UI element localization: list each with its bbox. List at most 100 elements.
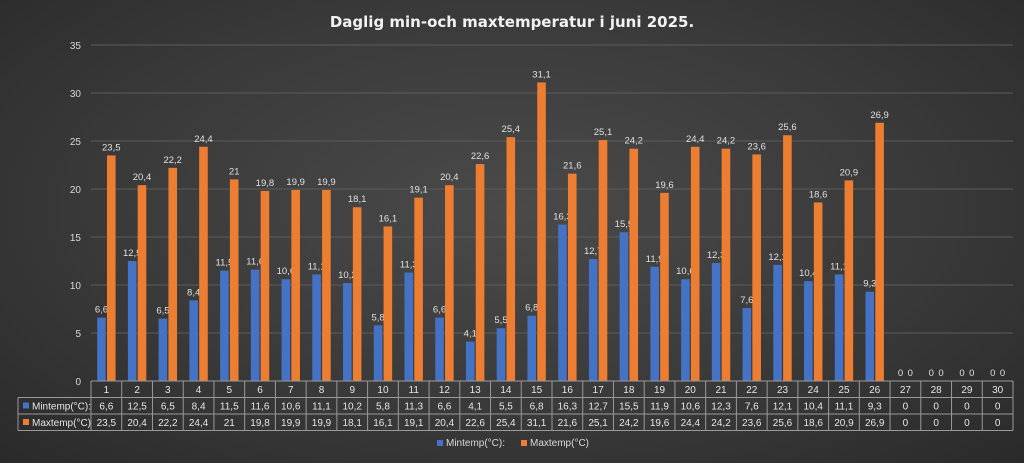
bar-mintemp [343, 283, 352, 381]
x-tick-label: 27 [900, 385, 912, 396]
bar-maxtemp [721, 148, 731, 381]
table-cell: 11,6 [251, 402, 270, 413]
table-cell: 23,5 [97, 418, 117, 429]
data-label-mintemp: 10,2 [338, 270, 357, 281]
bar-maxtemp [813, 202, 823, 381]
y-tick-label: 25 [70, 137, 82, 148]
table-cell: 9,3 [868, 402, 882, 413]
table-cell: 4,1 [468, 402, 482, 413]
legend-label: Mintemp(°C): [446, 438, 505, 449]
data-label-maxtemp: 25,4 [502, 124, 521, 135]
x-tick-label: 18 [623, 385, 635, 396]
x-tick-label: 20 [685, 385, 697, 396]
data-label-mintemp: 12,5 [123, 248, 142, 259]
bar-mintemp [711, 262, 721, 381]
data-label-maxtemp: 19,9 [286, 177, 305, 188]
x-tick-label: 25 [838, 385, 850, 396]
data-label-maxtemp: 18,1 [348, 194, 367, 205]
bar-mintemp [804, 281, 813, 381]
y-axis: 0 5 10 15 20 25 30 35 [70, 41, 82, 388]
x-tick-label: 6 [257, 385, 263, 396]
data-label-mintemp: 4,1 [464, 329, 477, 340]
data-label-maxtemp: 0 [908, 368, 913, 379]
data-label-maxtemp: 0 [1000, 368, 1005, 379]
data-label-mintemp: 6,8 [525, 303, 538, 314]
table-cell: 12,7 [588, 402, 608, 413]
data-label-maxtemp: 31,1 [532, 69, 551, 80]
data-label-maxtemp: 23,6 [747, 141, 766, 152]
table-cell: 11,1 [835, 402, 854, 413]
data-label-mintemp: 11,9 [646, 254, 664, 265]
bar-maxtemp [445, 185, 454, 381]
data-label-mintemp: 15,5 [615, 219, 634, 230]
bar-mintemp [650, 266, 659, 381]
table-cell: 19,6 [650, 418, 670, 429]
data-label-maxtemp: 19,8 [256, 178, 275, 189]
bar-maxtemp [291, 189, 300, 381]
bar-mintemp [158, 318, 168, 381]
table-cell: 23,6 [742, 418, 762, 429]
legend-key-mintemp [23, 402, 29, 409]
x-tick-label: 7 [288, 385, 294, 396]
table-cell: 8,4 [192, 402, 206, 413]
bar-maxtemp [322, 189, 331, 381]
bar-maxtemp [137, 185, 147, 381]
data-label-maxtemp: 22,2 [163, 155, 182, 166]
data-table: 1 2 3 4 5 6 7 8 9 10 11 12 13 14 15 16 17 18 19 20 21 22 23 24 2… [17, 380, 1014, 431]
bar-mintemp [373, 325, 383, 381]
table-cell: 10,2 [342, 402, 362, 413]
data-label-maxtemp: 19,6 [655, 180, 674, 191]
bar-maxtemp [199, 146, 208, 381]
table-cell: 0 [933, 418, 939, 429]
data-label-maxtemp: 22,6 [471, 151, 490, 162]
table-cell: 0 [903, 402, 909, 413]
table-cell: 11,5 [220, 402, 239, 413]
table-cell: 10,4 [803, 402, 823, 413]
table-cell: 10,6 [281, 402, 301, 413]
bar-maxtemp [752, 154, 761, 381]
data-label-maxtemp: 24,2 [624, 136, 643, 147]
bar-maxtemp [690, 146, 700, 381]
data-label-mintemp: 6,5 [156, 306, 169, 317]
data-label-mintemp: 11,6 [246, 257, 264, 268]
table-cell: 20,9 [834, 418, 854, 429]
table-cell: 19,8 [250, 418, 270, 429]
data-label-mintemp: 0 [898, 368, 903, 379]
bar-maxtemp [260, 190, 270, 381]
x-tick-label: 4 [196, 385, 202, 396]
data-label-maxtemp: 21 [229, 166, 240, 177]
x-tick-label: 14 [500, 385, 512, 396]
table-cell: 31,1 [527, 418, 547, 429]
x-tick-label: 26 [869, 385, 881, 396]
table-cell: 12,3 [711, 402, 731, 413]
bar-mintemp [834, 274, 844, 381]
x-tick-label: 29 [961, 385, 973, 396]
table-cell: 24,4 [681, 418, 701, 429]
data-label-maxtemp: 24,4 [686, 134, 705, 145]
table-cell: 11,1 [312, 402, 331, 413]
data-label-mintemp: 11,3 [400, 260, 418, 271]
bar-maxtemp [875, 122, 884, 381]
data-label-maxtemp: 0 [938, 368, 943, 379]
bar-mintemp [281, 279, 291, 381]
x-tick-label: 12 [439, 385, 451, 396]
table-cell: 11,9 [650, 402, 669, 413]
bar-mintemp [250, 269, 260, 381]
data-label-mintemp: 5,8 [371, 312, 384, 323]
table-cell: 25,4 [496, 418, 516, 429]
x-tick-label: 1 [104, 385, 110, 396]
table-cell: 0 [995, 402, 1001, 413]
y-tick-label: 10 [70, 281, 82, 292]
bar-mintemp [865, 291, 875, 381]
bar-mintemp [681, 279, 690, 381]
bar-maxtemp [629, 148, 639, 381]
x-tick-label: 15 [531, 385, 543, 396]
table-cell: 24,2 [619, 418, 639, 429]
data-label-maxtemp: 24,2 [717, 136, 736, 147]
bar-mintemp [404, 272, 414, 381]
x-tick-label: 11 [409, 385, 420, 396]
data-label-maxtemp: 25,1 [594, 127, 613, 138]
table-cell: 6,8 [530, 402, 544, 413]
bar-mintemp [97, 317, 106, 381]
